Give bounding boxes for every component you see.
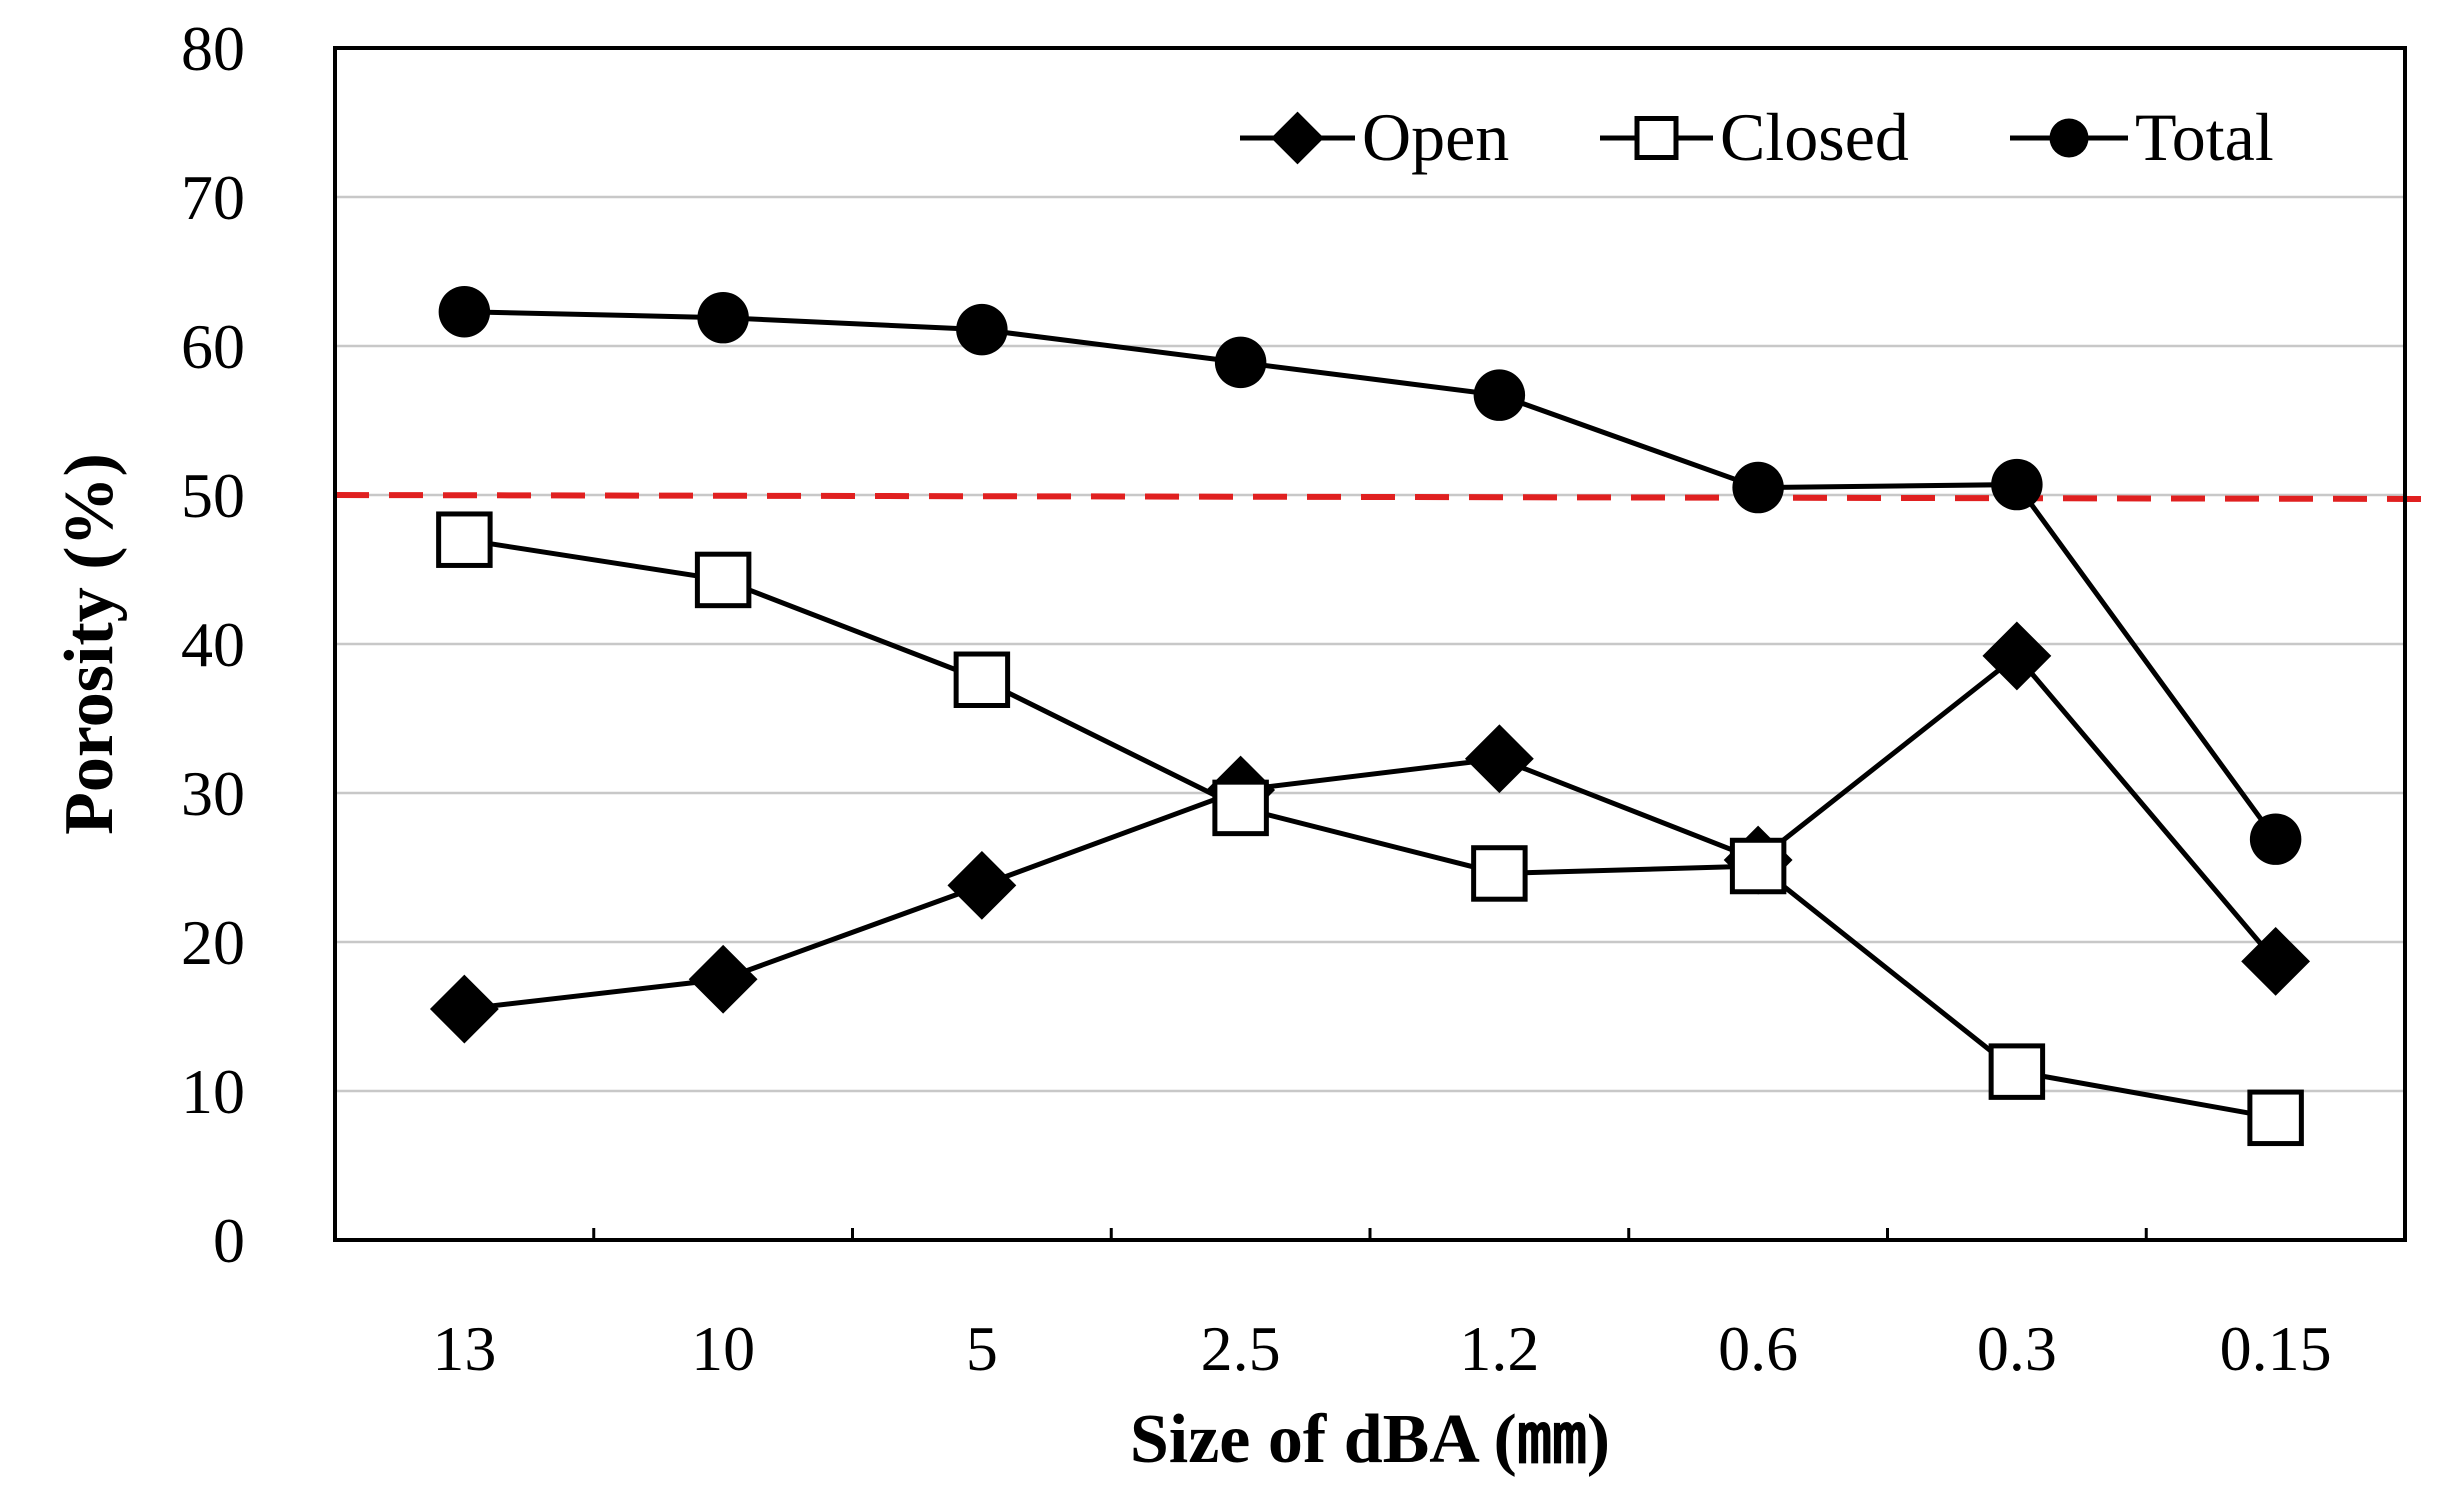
y-tick-label: 20 — [181, 907, 245, 978]
x-tick-label: 13 — [432, 1313, 496, 1384]
legend-label: Open — [1362, 99, 1509, 175]
data-point-closed — [1212, 779, 1269, 837]
data-point-total — [1991, 458, 2043, 511]
data-point-total — [1214, 336, 1267, 389]
data-point-open — [688, 944, 758, 1014]
y-axis-tick-labels: 0 10 20 30 40 50 60 70 80 — [181, 13, 245, 1276]
data-point-open — [2241, 926, 2311, 996]
legend-marker-open — [1271, 111, 1324, 165]
y-tick-label: 80 — [181, 13, 245, 84]
series-total — [438, 285, 2302, 865]
data-point-open — [947, 850, 1017, 920]
x-axis-title: Size of dBA (㎜) — [1130, 1401, 1610, 1478]
data-point-open — [1982, 621, 2052, 691]
data-point-closed — [1471, 845, 1528, 902]
y-tick-label: 0 — [213, 1205, 245, 1276]
x-tick-label: 1.2 — [1459, 1313, 1539, 1384]
legend-label: Closed — [1720, 99, 1909, 175]
y-tick-label: 10 — [181, 1056, 245, 1127]
legend: Open Closed Total — [1240, 99, 2274, 175]
x-tick-label: 10 — [691, 1313, 755, 1384]
reference-line — [334, 492, 2440, 502]
series-line-closed — [463, 537, 2277, 1121]
data-point-closed — [2247, 1089, 2304, 1147]
data-point-closed — [953, 651, 1011, 709]
data-point-closed — [1729, 837, 1787, 895]
reference-line-group — [334, 492, 2440, 502]
data-point-total — [2249, 813, 2302, 865]
data-point-total — [438, 285, 491, 338]
data-point-total — [697, 291, 749, 344]
series-closed — [436, 511, 2304, 1147]
data-point-closed — [436, 511, 493, 568]
x-tick-label: 5 — [966, 1313, 998, 1384]
x-tick-label: 2.5 — [1201, 1313, 1281, 1384]
y-tick-label: 50 — [181, 460, 245, 531]
y-tick-label: 30 — [181, 758, 245, 829]
data-point-total — [1473, 369, 1526, 421]
series-line-open — [464, 652, 2278, 1012]
y-tick-label: 70 — [181, 162, 245, 233]
legend-marker-closed — [1634, 116, 1679, 160]
series-line-total — [464, 309, 2278, 841]
x-tick-label: 0.3 — [1977, 1313, 2057, 1384]
x-axis-category-labels: 13 10 5 2.5 1.2 0.6 0.3 0.15 — [432, 1313, 2331, 1384]
legend-item-closed: Closed — [1600, 99, 1909, 175]
x-tick-label: 0.15 — [2220, 1313, 2332, 1384]
y-tick-label: 40 — [181, 609, 245, 680]
series-group — [429, 285, 2311, 1147]
data-point-closed — [1988, 1043, 2046, 1100]
legend-marker-total — [2049, 118, 2089, 158]
x-axis-ticks — [592, 1228, 2148, 1240]
legend-item-total: Total — [2010, 99, 2274, 175]
legend-item-open: Open — [1240, 99, 1509, 175]
y-tick-label: 60 — [181, 311, 245, 382]
data-point-total — [956, 303, 1008, 356]
data-point-closed — [694, 551, 752, 609]
data-point-open — [1464, 724, 1534, 794]
data-point-open — [429, 974, 499, 1044]
y-axis-title: Porosity (%) — [51, 453, 128, 835]
data-point-total — [1732, 461, 1784, 514]
x-tick-label: 0.6 — [1718, 1313, 1798, 1384]
legend-label: Total — [2135, 99, 2274, 175]
